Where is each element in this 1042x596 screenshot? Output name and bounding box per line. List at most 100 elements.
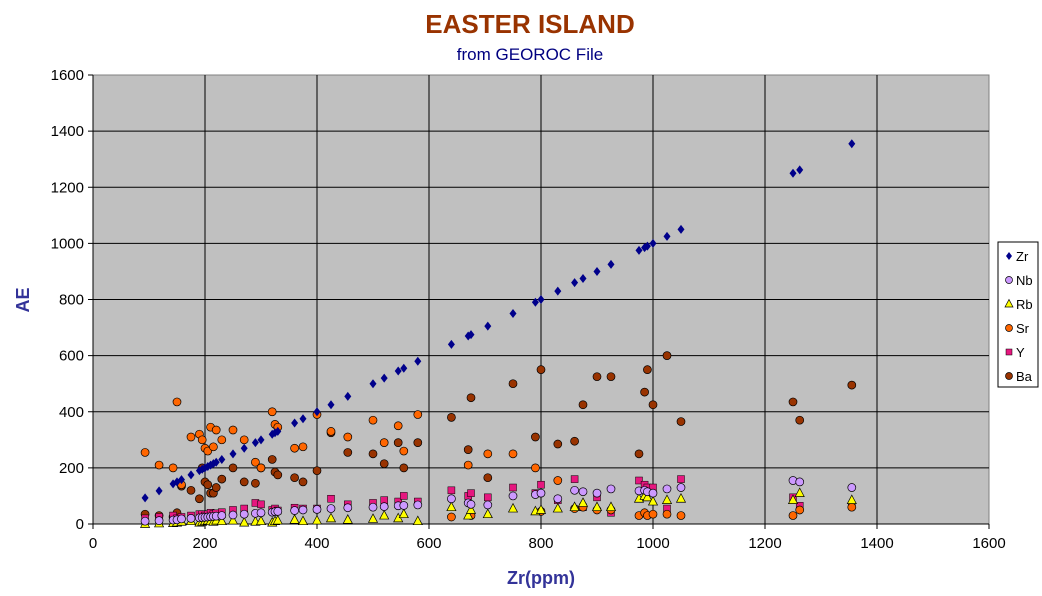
point-ba: [298, 477, 308, 487]
point-sr: [648, 509, 658, 519]
point-zr: [155, 486, 163, 496]
point-rb: [552, 502, 563, 513]
y-tick-label: 1200: [51, 179, 84, 196]
point-ba: [788, 397, 798, 407]
legend-marker-y: [1005, 348, 1013, 356]
point-ba: [368, 449, 378, 459]
point-rb: [591, 501, 603, 512]
point-ba: [447, 413, 456, 422]
point-sr: [379, 438, 389, 447]
point-nb: [578, 487, 588, 497]
legend-marker-sr: [1005, 324, 1013, 332]
point-ba: [643, 365, 652, 375]
point-ba: [592, 372, 602, 382]
point-rb: [398, 508, 409, 519]
point-nb: [466, 500, 476, 509]
point-zr: [677, 224, 685, 234]
point-nb: [399, 501, 409, 510]
point-zr: [251, 438, 259, 448]
point-y: [509, 483, 517, 492]
point-ba: [379, 459, 389, 469]
point-zr: [274, 426, 282, 436]
point-ba: [640, 387, 649, 397]
point-zr: [571, 278, 579, 288]
point-zr: [643, 241, 651, 251]
point-sr: [209, 442, 218, 452]
point-zr: [649, 238, 657, 248]
point-sr: [172, 397, 182, 407]
point-y: [257, 500, 265, 509]
point-rb: [446, 501, 457, 512]
point-rb: [569, 501, 580, 512]
point-zr: [313, 407, 321, 417]
point-zr: [789, 168, 797, 178]
point-zr: [299, 414, 307, 424]
point-zr: [554, 286, 562, 296]
legend-label-ba: Ba: [1016, 369, 1033, 384]
y-tick-label: 1400: [51, 123, 84, 140]
point-y: [677, 475, 685, 483]
point-ba: [531, 432, 540, 442]
point-sr: [140, 448, 150, 457]
point-rb: [412, 515, 423, 526]
point-sr: [393, 421, 403, 431]
gridlines: [93, 75, 989, 524]
y-tick-label: 1000: [51, 235, 84, 252]
chart-subtitle: from GEOROC File: [457, 45, 603, 64]
point-sr: [211, 425, 221, 435]
point-ba: [186, 485, 196, 495]
point-nb: [536, 488, 546, 498]
point-rb: [272, 514, 283, 525]
x-tick-label: 1200: [748, 535, 781, 552]
point-ba: [536, 365, 546, 375]
y-tick-label: 0: [76, 516, 84, 533]
point-sr: [662, 509, 672, 519]
point-y: [400, 492, 408, 500]
point-zr: [187, 470, 195, 480]
point-ba: [343, 448, 353, 457]
point-sr: [795, 505, 805, 515]
point-sr: [676, 511, 686, 520]
point-rb: [465, 504, 477, 514]
y-tick-label: 600: [59, 348, 84, 365]
point-rb: [311, 514, 323, 525]
point-ba: [393, 438, 403, 447]
data-points: [139, 139, 857, 528]
point-nb: [413, 500, 423, 510]
point-sr: [847, 502, 857, 512]
legend-label-rb: Rb: [1016, 297, 1033, 312]
legend-marker-nb: [1005, 276, 1013, 284]
point-zr: [218, 454, 226, 464]
point-rb: [507, 502, 519, 513]
x-tick-label: 800: [528, 535, 553, 552]
y-axis-label: AE: [13, 287, 33, 312]
point-rb: [216, 515, 227, 526]
point-ba: [634, 449, 644, 459]
point-nb: [177, 514, 186, 524]
point-ba: [662, 351, 672, 360]
point-rb: [577, 497, 589, 507]
point-ba: [648, 400, 658, 410]
y-tick-label: 1600: [51, 67, 84, 84]
point-nb: [256, 508, 266, 518]
point-nb: [312, 505, 322, 514]
point-ba: [399, 463, 409, 473]
point-zr: [796, 165, 804, 175]
legend-label-nb: Nb: [1016, 273, 1033, 288]
point-zr: [177, 475, 185, 485]
x-tick-label: 1400: [860, 535, 893, 552]
legend-label-y: Y: [1016, 345, 1025, 360]
point-ba: [211, 483, 221, 492]
point-ba: [795, 415, 805, 425]
point-nb: [368, 502, 378, 512]
point-zr: [240, 443, 248, 453]
point-sr: [154, 460, 164, 470]
point-nb: [239, 509, 249, 519]
point-ba: [606, 372, 616, 382]
legend-box: [997, 241, 1039, 388]
point-sr: [343, 432, 353, 442]
point-ba: [267, 455, 277, 464]
point-rb: [787, 494, 799, 504]
point-sr: [298, 442, 308, 452]
